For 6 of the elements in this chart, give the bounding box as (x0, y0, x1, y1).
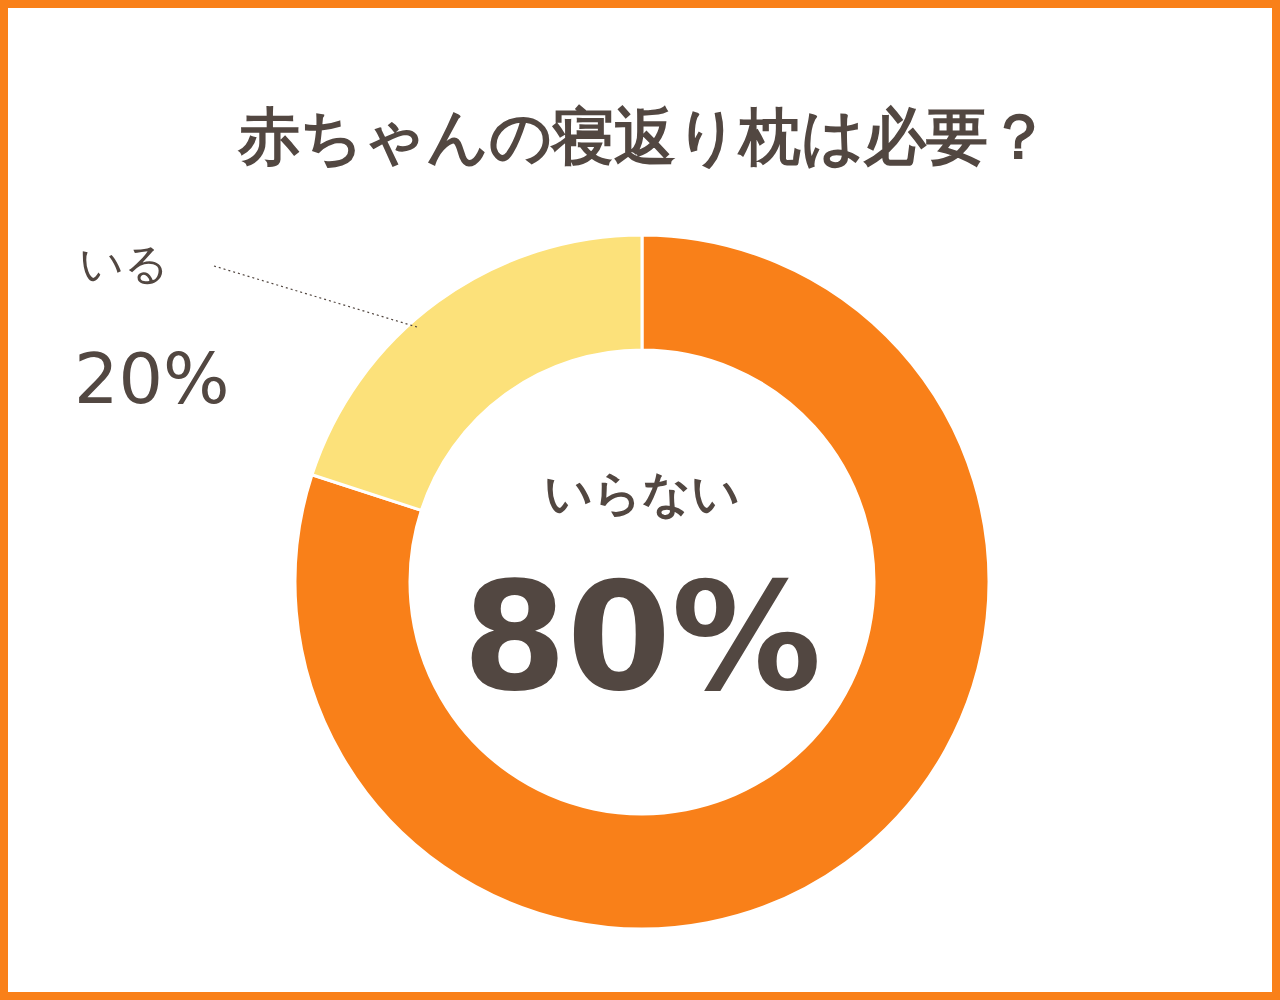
donut-slice (294, 233, 991, 931)
data-label: 80% (462, 550, 822, 724)
chart-title: 赤ちゃんの寝返り枕は必要？ (237, 100, 1050, 173)
data-label: 20% (74, 338, 230, 420)
slice-label: いらない (544, 465, 740, 521)
slice-label: いる (79, 238, 169, 289)
